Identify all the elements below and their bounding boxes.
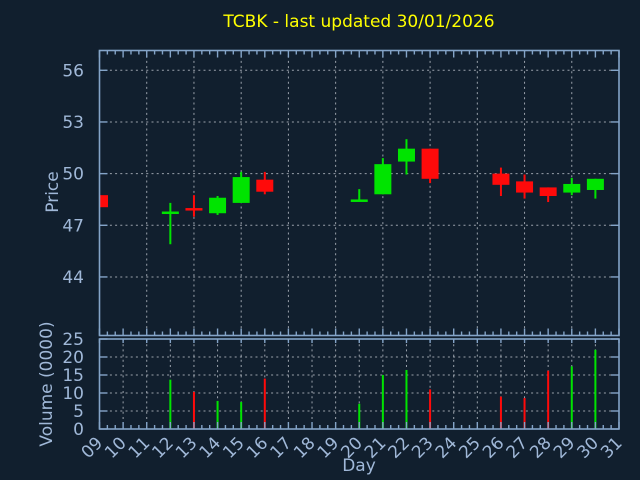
candle-body-day-23 xyxy=(421,148,439,179)
candle-body-day-15 xyxy=(232,177,250,203)
volume-tick-label: 20 xyxy=(62,348,84,368)
candle-body-day-28 xyxy=(539,187,557,197)
candle-body-day-14 xyxy=(209,197,227,214)
volume-bar-day-26 xyxy=(499,396,502,429)
candle-body-day-29 xyxy=(563,183,581,193)
volume-bar-day-14 xyxy=(216,400,219,429)
candle-body-day-27 xyxy=(516,181,534,193)
price-tick-label: 56 xyxy=(62,61,84,81)
volume-bar-day-30 xyxy=(594,349,597,429)
price-tick-label: 53 xyxy=(62,113,84,133)
candle-body-day-22 xyxy=(397,148,415,162)
candle-body-day-16 xyxy=(256,179,274,192)
candles-layer xyxy=(99,139,604,245)
volume-tick-label: 15 xyxy=(62,366,84,386)
volume-tick-label: 5 xyxy=(73,402,84,422)
volume-bar-day-22 xyxy=(405,369,408,429)
price-tick-label: 44 xyxy=(62,268,84,288)
price-tick-label: 50 xyxy=(62,165,84,185)
price-tick-label: 47 xyxy=(62,216,84,236)
volume-tick-label: 0 xyxy=(73,420,84,440)
volume-bar-day-15 xyxy=(240,402,243,429)
volume-bar-day-21 xyxy=(381,375,384,429)
volume-bar-day-27 xyxy=(523,398,526,429)
volume-tick-label: 10 xyxy=(62,384,84,404)
volume-bar-day-29 xyxy=(570,366,573,429)
volume-axis-label: Volume (0000) xyxy=(37,321,57,447)
volume-tick-label: 25 xyxy=(62,330,84,350)
volume-bar-day-28 xyxy=(547,370,550,429)
candle-body-day-9 xyxy=(99,195,108,208)
candle-body-day-13 xyxy=(185,208,203,211)
price-axis-label: Price xyxy=(43,171,63,213)
candle-body-day-20 xyxy=(350,199,368,202)
candle-body-day-30 xyxy=(586,178,604,190)
volume-bar-day-13 xyxy=(192,391,195,429)
day-tick-label: 31 xyxy=(597,433,626,462)
volume-bar-day-20 xyxy=(358,403,361,429)
volume-bar-day-12 xyxy=(169,379,172,429)
day-axis-label: Day xyxy=(342,456,376,476)
volume-bar-day-16 xyxy=(263,378,266,429)
candle-body-day-12 xyxy=(161,211,179,215)
candle-body-day-21 xyxy=(374,164,392,195)
candle-body-day-26 xyxy=(492,173,510,185)
volume-bar-day-23 xyxy=(429,389,432,429)
chart-title: TCBK - last updated 30/01/2026 xyxy=(223,12,495,32)
